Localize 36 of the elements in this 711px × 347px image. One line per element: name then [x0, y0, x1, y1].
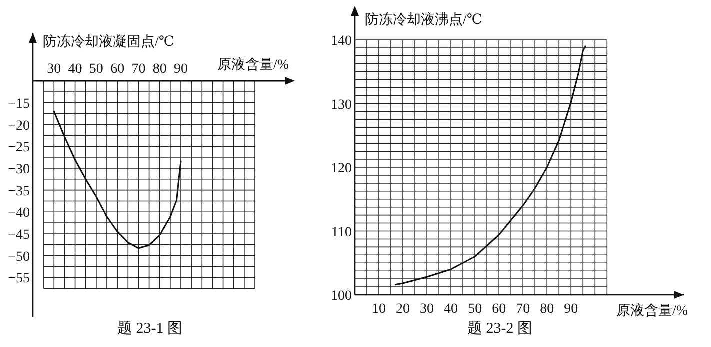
x-tick-label: 20: [396, 302, 410, 317]
x-tick-label: 80: [540, 302, 554, 317]
y-tick-label: −30: [8, 162, 30, 178]
y-tick-label: −40: [8, 206, 30, 222]
x-tick-label: 30: [47, 62, 62, 78]
x-tick-label: 10: [372, 302, 386, 317]
y-tick-label: 100: [331, 289, 352, 304]
ylabel: 防冻冷却液凝固点/℃: [43, 35, 175, 50]
x-tick-label: 30: [420, 302, 434, 317]
xlabel: 原液含量/%: [616, 304, 688, 319]
y-tick-label: 140: [331, 34, 352, 49]
y-tick-label: −55: [8, 272, 30, 287]
x-tick-label: 50: [89, 62, 104, 78]
y-tick-label: 120: [331, 162, 352, 176]
y-tick-label: −45: [8, 228, 30, 243]
y-tick-label: −20: [8, 118, 30, 134]
y-tick-label: −25: [8, 140, 30, 156]
x-tick-label: 50: [468, 302, 482, 317]
x-tick-label: 60: [110, 62, 125, 78]
title: 题 23-2 图: [468, 321, 532, 337]
x-tick-label: 90: [564, 302, 578, 317]
x-tick-label: 70: [132, 62, 146, 78]
y-tick-label: 110: [332, 225, 352, 240]
x-tick-label: 70: [516, 302, 530, 317]
x-tick-label: 90: [174, 62, 188, 78]
y-tick-label: −35: [8, 184, 30, 200]
x-tick-label: 60: [492, 302, 506, 317]
y-tick-label: 130: [331, 98, 352, 113]
x-tick-label: 40: [68, 62, 82, 78]
xlabel: 原液含量/%: [217, 58, 289, 74]
title: 题 23-1 图: [118, 321, 182, 337]
x-tick-label: 80: [152, 62, 167, 78]
y-tick-label: −50: [8, 250, 30, 265]
ylabel: 防冻冷却液沸点/℃: [365, 13, 483, 28]
x-tick-label: 40: [444, 302, 458, 317]
y-tick-label: −15: [8, 96, 30, 112]
